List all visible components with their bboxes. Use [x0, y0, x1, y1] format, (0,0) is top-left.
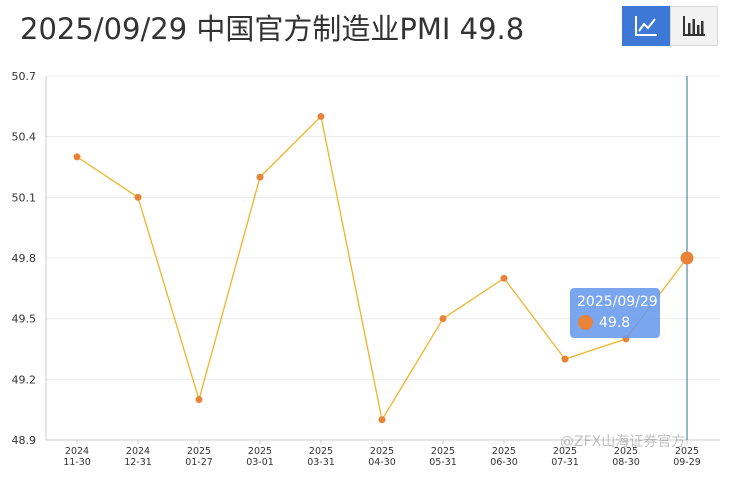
watermark-text: @ZFX山海证券官方 — [560, 434, 686, 450]
data-point — [500, 274, 508, 282]
line-chart-button[interactable] — [622, 6, 670, 46]
y-tick-label: 49.5 — [12, 313, 37, 326]
pmi-series-line — [76, 115, 688, 422]
x-tick-label: 2025 01-27 — [185, 446, 213, 468]
data-point — [256, 173, 264, 181]
x-tick-label: 2025 09-29 — [673, 446, 701, 468]
chart-title: 2025/09/29 中国官方制造业PMI 49.8 — [20, 12, 525, 46]
data-point — [134, 193, 142, 201]
data-point — [439, 315, 447, 323]
x-tick-label: 2024 11-30 — [63, 446, 91, 468]
y-tick-label: 50.4 — [12, 131, 37, 144]
tooltip-value: 49.8 — [599, 315, 631, 331]
tooltip-date: 2025/09/29 — [577, 294, 658, 310]
highlighted-data-point — [680, 251, 694, 265]
x-tick-label: 2025 03-01 — [246, 446, 274, 468]
y-tick-label: 49.8 — [12, 252, 37, 265]
x-tick-label: 2025 07-31 — [551, 446, 579, 468]
data-point — [73, 153, 81, 161]
x-tick-label: 2025 06-30 — [490, 446, 518, 468]
x-tick-label: 2025 05-31 — [429, 446, 457, 468]
data-point — [195, 396, 203, 404]
chart-type-toolbar — [622, 6, 722, 46]
y-tick-label: 50.7 — [12, 70, 37, 83]
data-tooltip: 2025/09/29 49.8 — [570, 288, 660, 338]
y-tick-label: 49.2 — [12, 373, 37, 386]
line-chart-icon — [635, 16, 657, 36]
bar-chart-icon — [683, 16, 705, 36]
data-point — [561, 355, 569, 363]
x-tick-label: 2025 04-30 — [368, 446, 396, 468]
bar-chart-button[interactable] — [670, 6, 718, 46]
x-tick-label: 2025 08-30 — [612, 446, 640, 468]
tooltip-marker — [578, 315, 593, 330]
y-tick-label: 48.9 — [12, 434, 37, 447]
x-tick-label: 2025 03-31 — [307, 446, 335, 468]
y-tick-label: 50.1 — [12, 191, 37, 204]
data-point — [378, 416, 386, 424]
data-point — [317, 112, 325, 120]
x-tick-label: 2024 12-31 — [124, 446, 152, 468]
